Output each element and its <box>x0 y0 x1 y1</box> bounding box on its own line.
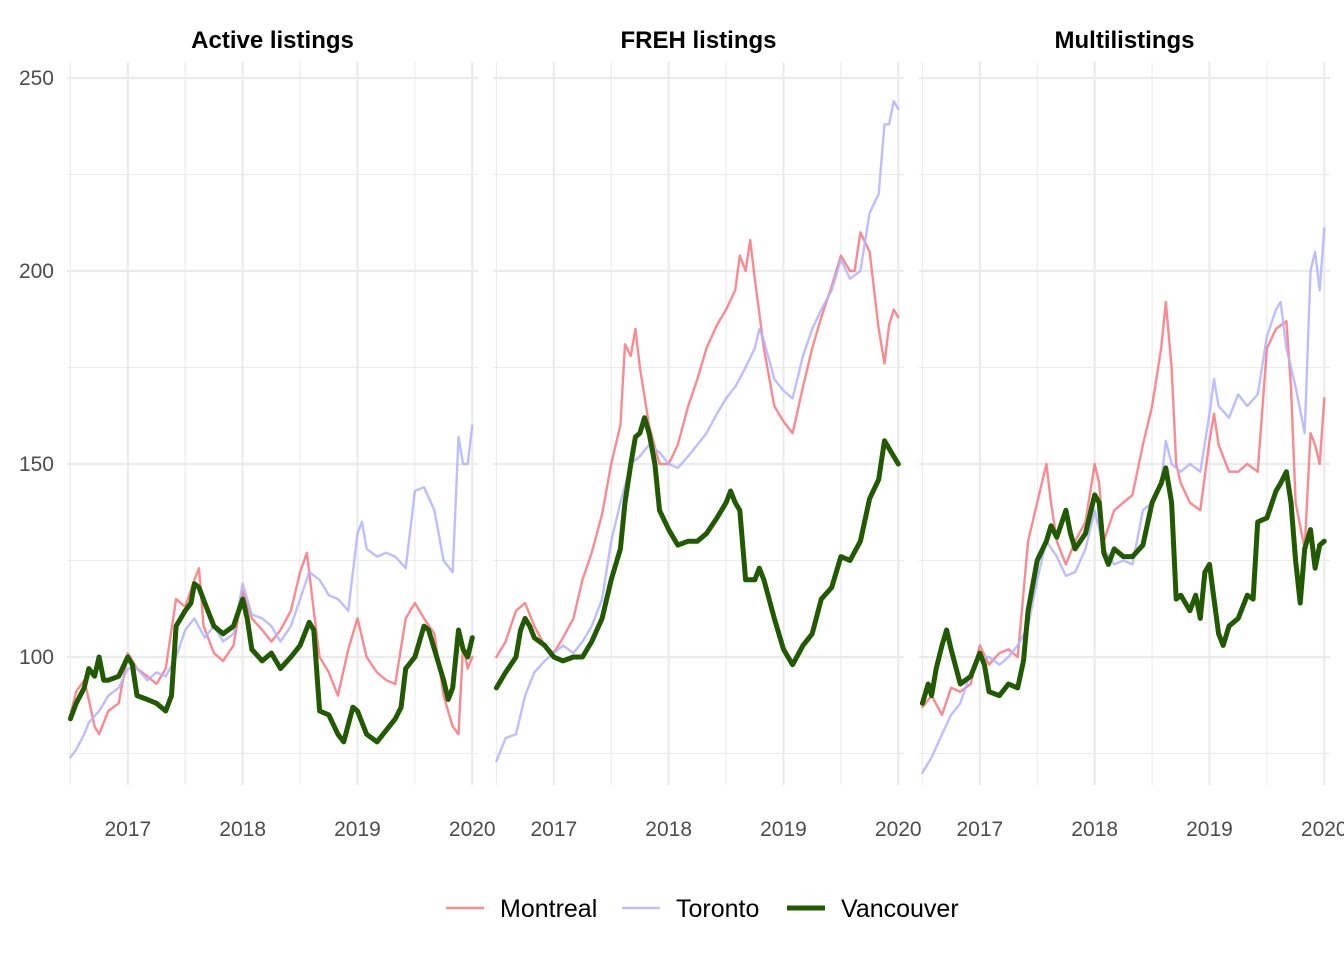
x-tick-label: 2020 <box>1301 818 1344 841</box>
series-line-vancouver-multilistings <box>919 465 1327 706</box>
series-line-toronto-multilistings <box>921 227 1326 774</box>
x-tick-label: 2019 <box>1186 818 1233 841</box>
x-tick-label: 2018 <box>645 818 692 841</box>
x-tick-label: 2020 <box>449 818 496 841</box>
x-tick-label: 2017 <box>104 818 151 841</box>
legend-label-montreal: Montreal <box>500 895 597 923</box>
facet-title-active-listings: Active listings <box>191 27 354 54</box>
x-tick-label: 2017 <box>530 818 577 841</box>
series-line-vancouver-freh-listings <box>493 415 901 691</box>
y-tick-label: 250 <box>19 67 54 90</box>
x-tick-label: 2018 <box>219 818 266 841</box>
x-tick-label: 2019 <box>334 818 381 841</box>
x-tick-label: 2017 <box>956 818 1003 841</box>
series-line-montreal-active-listings <box>69 551 474 736</box>
x-tick-label: 2018 <box>1071 818 1118 841</box>
series-line-montreal-multilistings <box>921 300 1326 717</box>
legend-label-toronto: Toronto <box>676 895 759 923</box>
series-line-montreal-freh-listings <box>495 231 900 659</box>
x-tick-label: 2020 <box>875 818 922 841</box>
facet-title-multilistings: Multilistings <box>1055 27 1195 54</box>
series-line-toronto-active-listings <box>69 424 474 759</box>
legend-label-vancouver: Vancouver <box>841 895 959 923</box>
x-tick-label: 2019 <box>760 818 807 841</box>
series-line-vancouver-active-listings <box>67 581 475 745</box>
y-tick-label: 150 <box>19 453 54 476</box>
series-line-toronto-freh-listings <box>495 100 900 763</box>
y-tick-label: 200 <box>19 260 54 283</box>
y-tick-label: 100 <box>19 646 54 669</box>
facet-title-freh-listings: FREH listings <box>620 27 776 54</box>
